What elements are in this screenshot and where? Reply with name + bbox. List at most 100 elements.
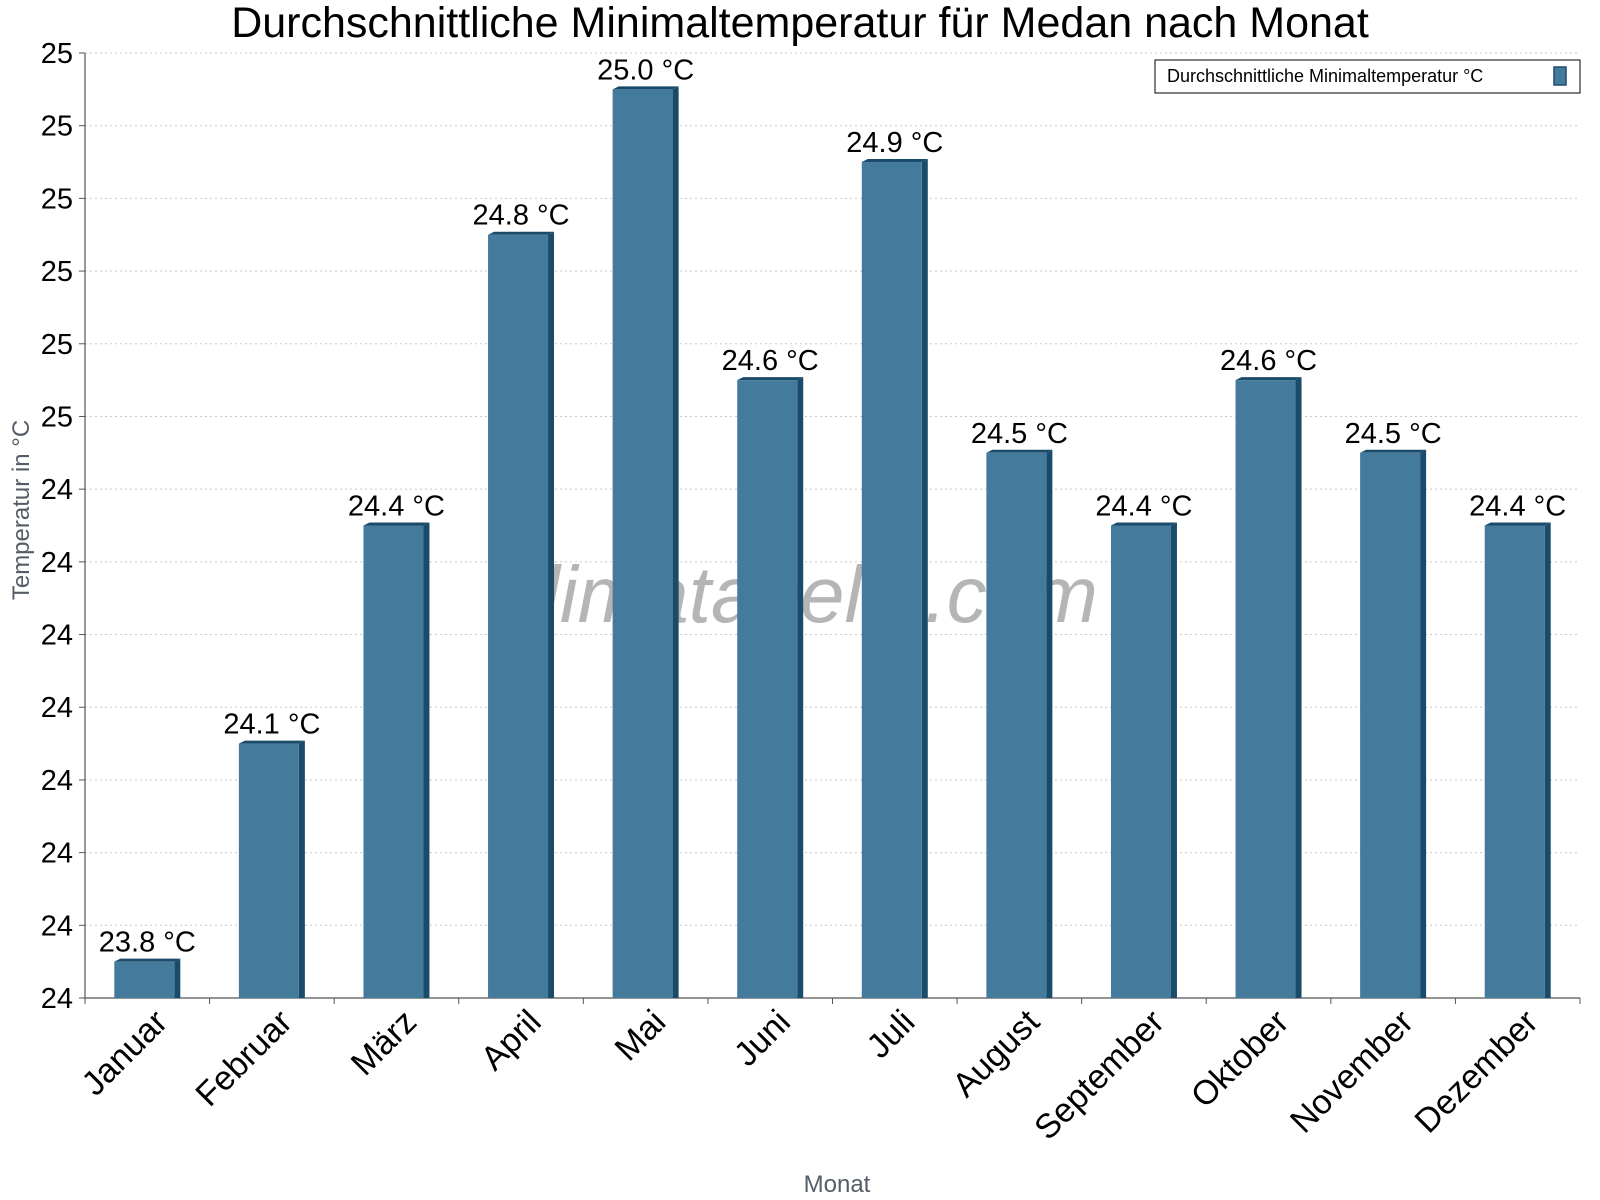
y-tick-label: 25 [41, 38, 73, 70]
y-tick-label: 24 [41, 620, 73, 652]
bar-top [861, 159, 928, 163]
gridlines [85, 52, 1580, 926]
data-label: 24.6 °C [722, 345, 819, 377]
bar [986, 449, 1053, 998]
data-label: 24.6 °C [1220, 345, 1317, 377]
bar-side [298, 740, 305, 998]
legend-label: Durchschnittliche Minimaltemperatur °C [1167, 66, 1483, 86]
bar-top [986, 449, 1053, 453]
chart-title: Durchschnittliche Minimaltemperatur für … [231, 0, 1369, 47]
bar [1360, 449, 1427, 998]
bar-front [1235, 380, 1296, 999]
y-tick-label: 24 [41, 474, 73, 506]
data-labels: 23.8 °C 24.1 °C 24.4 °C 24.8 °C 25.0 °C 24.6 … [99, 54, 1566, 958]
bar-front [238, 743, 299, 998]
x-tick-label: April [474, 1003, 549, 1078]
legend-swatch [1553, 66, 1567, 86]
x-tick-label: August [945, 1002, 1047, 1104]
bar-side [548, 231, 555, 998]
data-label: 24.9 °C [846, 127, 943, 159]
bar-top [1235, 377, 1302, 381]
bar-top [114, 958, 181, 962]
bar-side [921, 159, 928, 999]
x-tick-label: Juli [859, 1003, 922, 1066]
x-tick-label: Dezember [1408, 1003, 1546, 1141]
data-label: 24.5 °C [971, 418, 1068, 450]
bar-top [1360, 449, 1427, 453]
y-axis-ticks: 24 24 24 24 24 24 24 24 25 25 25 25 25 25 [41, 38, 85, 1015]
y-tick-label: 25 [41, 183, 73, 215]
bar-top [1484, 522, 1551, 526]
x-tick-label: Januar [75, 1003, 175, 1103]
y-tick-label: 24 [41, 547, 73, 579]
bar-front [986, 452, 1047, 998]
x-axis-title: Monat [804, 1171, 871, 1198]
bar-top [488, 231, 555, 235]
data-label: 25.0 °C [597, 54, 694, 86]
bar-front [1110, 525, 1171, 998]
bar-side [1420, 449, 1427, 998]
y-tick-label: 25 [41, 256, 73, 288]
y-tick-label: 24 [41, 692, 73, 724]
bar-top [238, 740, 305, 744]
y-tick-label: 25 [41, 401, 73, 433]
y-tick-label: 25 [41, 111, 73, 143]
x-tick-label: September [1027, 1003, 1171, 1147]
bar [488, 231, 555, 998]
data-label: 24.4 °C [1469, 491, 1566, 523]
y-tick-label: 24 [41, 765, 73, 797]
bar-top [737, 377, 804, 381]
bar-front [861, 162, 922, 999]
bar [1484, 522, 1551, 998]
data-label: 24.1 °C [223, 709, 320, 741]
bar [1110, 522, 1177, 998]
bar-side [1046, 449, 1053, 998]
data-label: 23.8 °C [99, 927, 196, 959]
data-label: 24.5 °C [1345, 418, 1442, 450]
bars [114, 86, 1551, 999]
y-tick-label: 25 [41, 329, 73, 361]
x-tick-label: Oktober [1184, 1003, 1296, 1115]
bar-front [737, 380, 798, 999]
bar-front [363, 525, 424, 998]
y-tick-label: 24 [41, 838, 73, 870]
bar [1235, 377, 1302, 999]
bar [612, 86, 679, 999]
bar-side [174, 958, 181, 998]
bar-front [114, 961, 175, 998]
bar-front [1360, 452, 1421, 998]
x-axis-ticks: Januar Februar März April Mai Juni Juli AugustS… [75, 1002, 1546, 1147]
bar-side [1544, 522, 1551, 998]
bar-side [797, 377, 804, 999]
bar [363, 522, 430, 998]
bar [238, 740, 305, 998]
y-axis-title: Temperatur in °C [8, 420, 35, 600]
bar-top [363, 522, 430, 526]
bar-front [1484, 525, 1545, 998]
data-label: 24.4 °C [348, 491, 445, 523]
bar [737, 377, 804, 999]
bar-top [1110, 522, 1177, 526]
data-label: 24.4 °C [1095, 491, 1192, 523]
bar-side [672, 86, 679, 999]
legend-box [1154, 59, 1581, 94]
axes [84, 53, 1581, 1004]
bar-top [612, 86, 679, 90]
x-tick-label: Juni [727, 1003, 798, 1074]
x-tick-label: März [344, 1003, 424, 1083]
legend: Durchschnittliche Minimaltemperatur °C [1154, 59, 1581, 94]
x-tick-label: Mai [608, 1003, 674, 1069]
data-label: 24.8 °C [473, 200, 570, 232]
bar-side [1170, 522, 1177, 998]
y-tick-label: 24 [41, 910, 73, 942]
x-tick-label: Februar [188, 1003, 299, 1114]
bar [114, 958, 181, 998]
bar [861, 159, 928, 999]
y-tick-label: 24 [41, 983, 73, 1015]
bar-side [1295, 377, 1302, 999]
bar-side [423, 522, 430, 998]
x-tick-label: November [1283, 1003, 1421, 1141]
bar-front [488, 234, 549, 998]
bar-front [612, 89, 673, 999]
